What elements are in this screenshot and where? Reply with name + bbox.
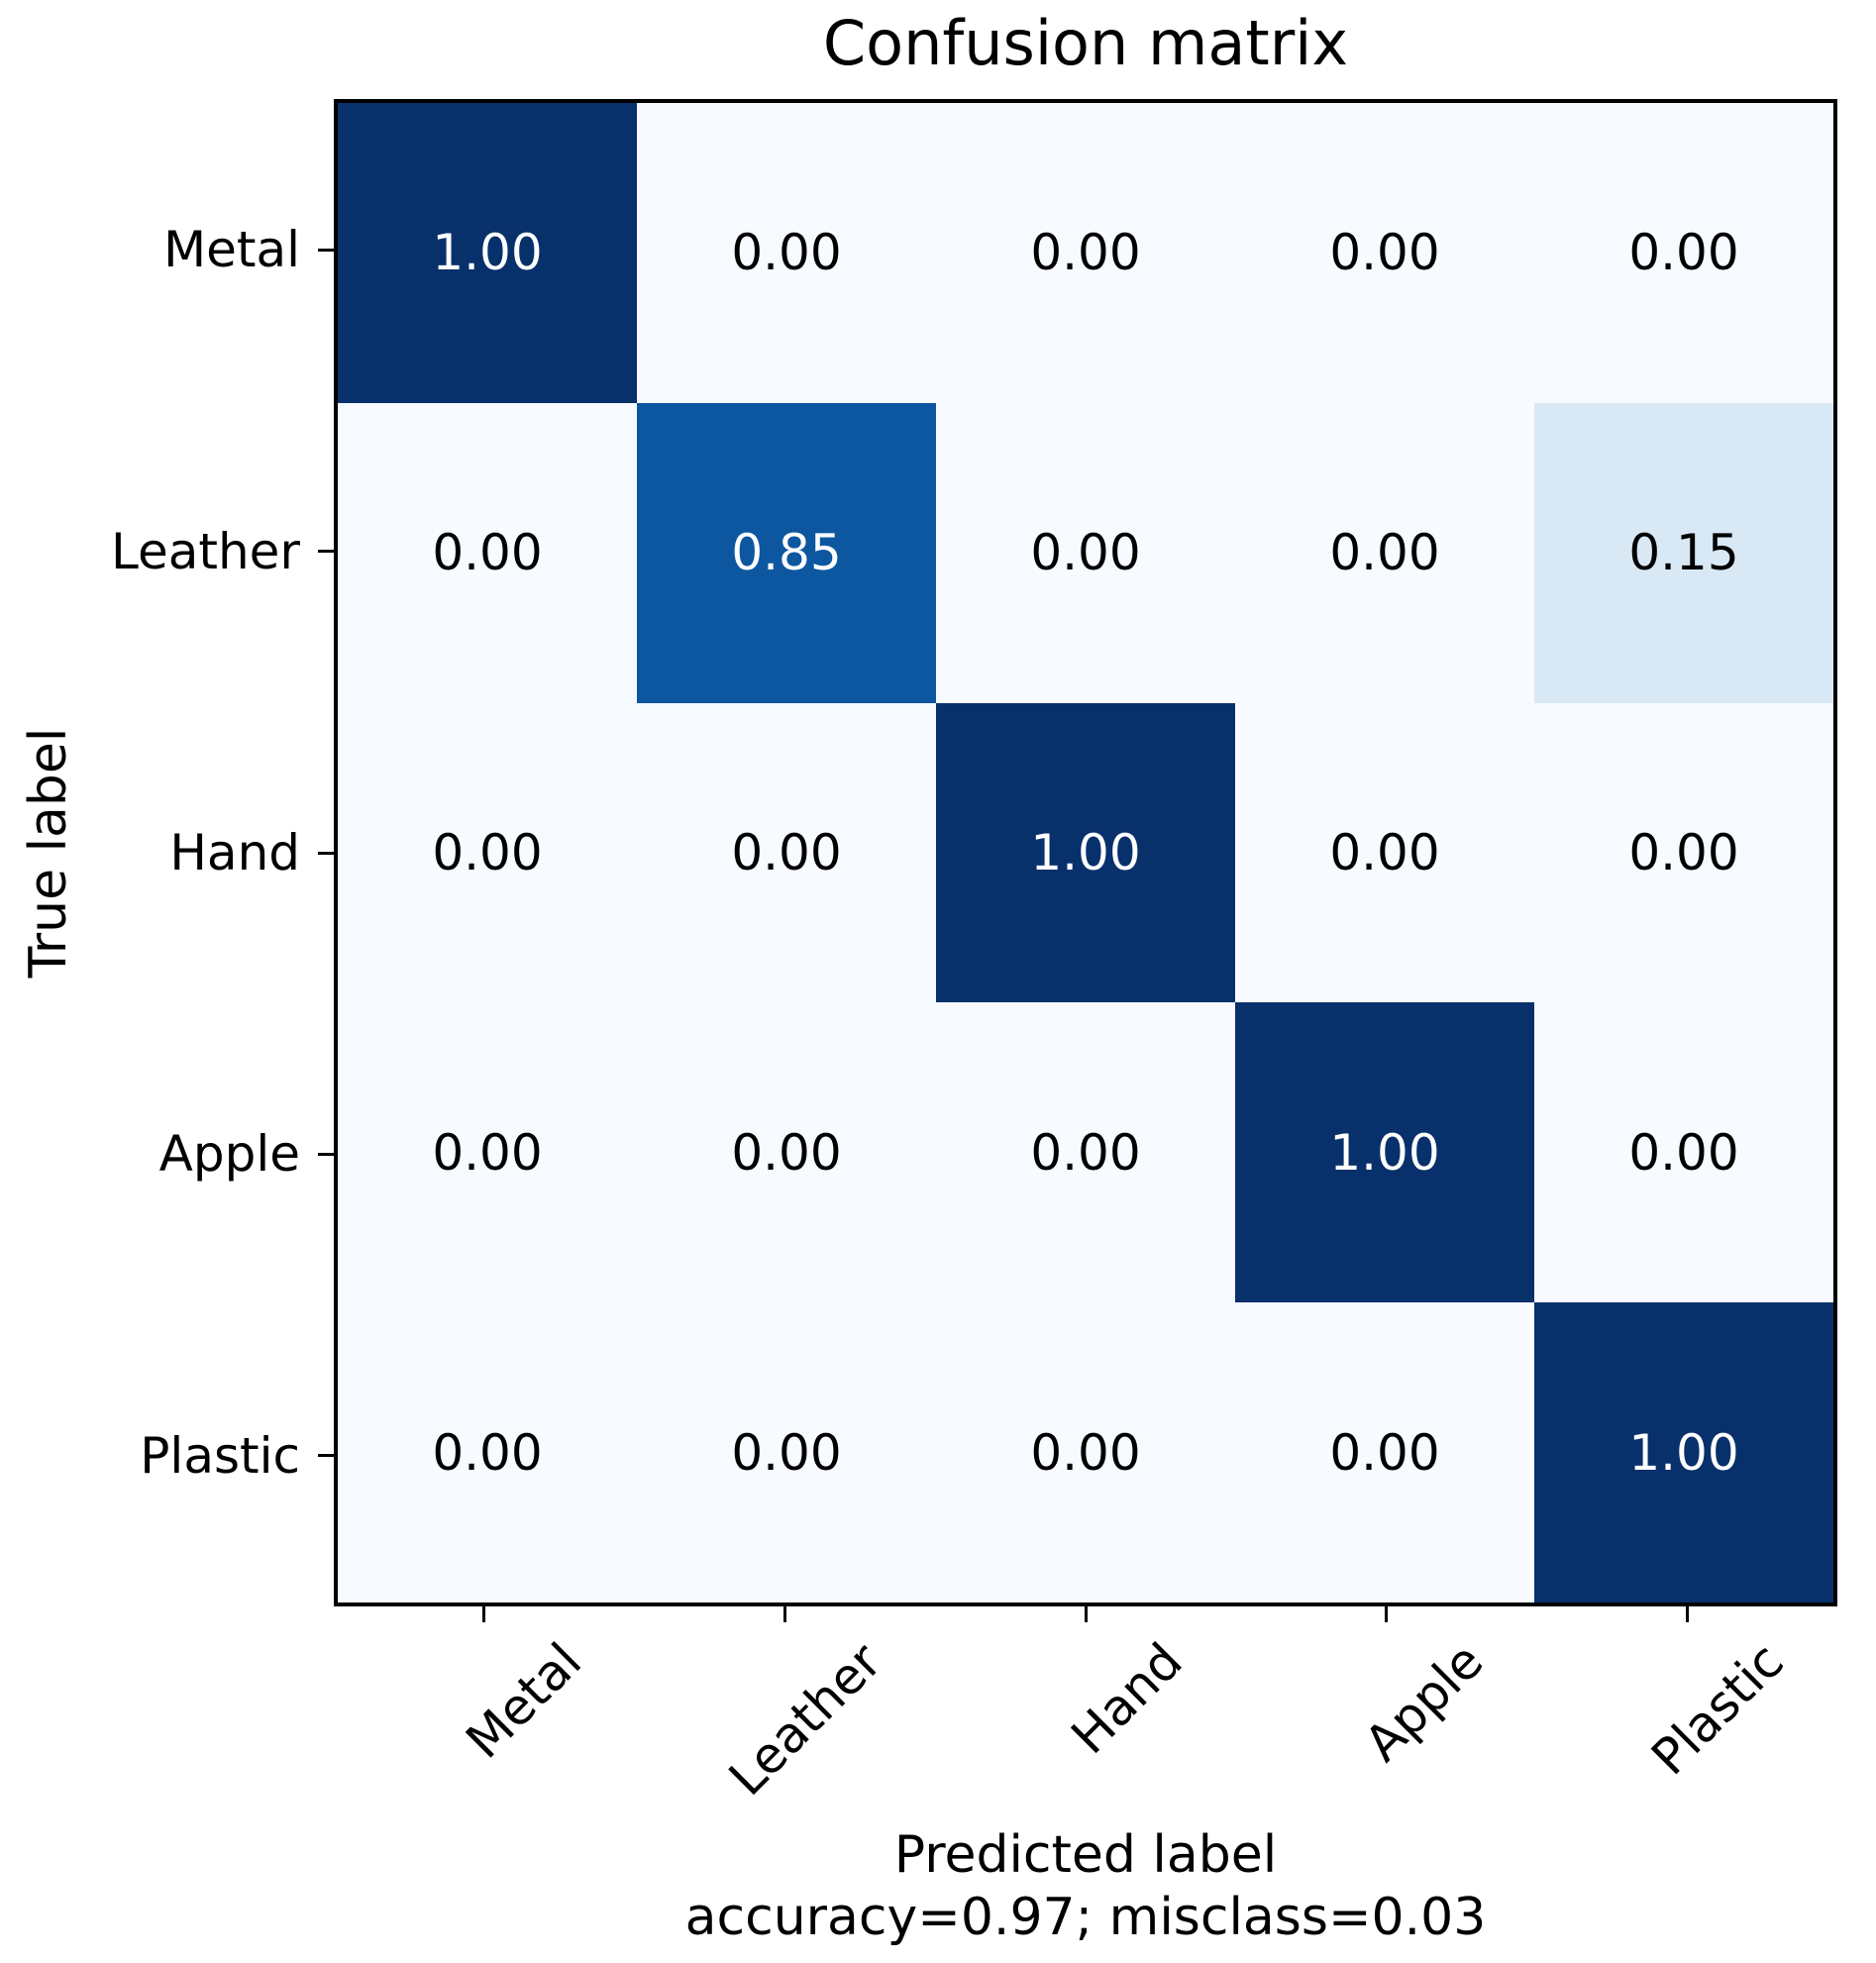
heatmap-cell: 1.00 <box>1534 1302 1833 1602</box>
heatmap-cell: 0.00 <box>1235 103 1534 403</box>
heatmap-cell: 0.15 <box>1534 402 1833 703</box>
y-tick-label: Apple <box>158 1125 300 1184</box>
heatmap-cell: 0.00 <box>1235 702 1534 1003</box>
y-tick-mark <box>318 1454 334 1458</box>
heatmap-cell: 0.00 <box>936 402 1235 703</box>
heatmap-cell: 1.00 <box>936 702 1235 1003</box>
heatmap-grid: 1.00 0.00 0.00 0.00 0.00 0.00 0.85 0.00 0.00 0.15… <box>338 103 1833 1602</box>
heatmap-cell: 0.00 <box>936 103 1235 403</box>
x-tick-mark <box>482 1606 486 1622</box>
heatmap-cell: 0.00 <box>1534 702 1833 1003</box>
heatmap-cell: 0.00 <box>936 1302 1235 1602</box>
heatmap-cell: 0.85 <box>637 402 936 703</box>
heatmap-cell: 0.00 <box>1534 103 1833 403</box>
heatmap-cell: 0.00 <box>338 1302 637 1602</box>
x-tick-mark <box>1685 1606 1689 1622</box>
heatmap-cell: 0.00 <box>637 1002 936 1303</box>
y-tick-label: Hand <box>169 824 300 881</box>
heatmap-cell: 0.00 <box>1235 402 1534 703</box>
heatmap-cell: 0.00 <box>637 103 936 403</box>
y-tick-mark <box>318 1152 334 1156</box>
x-axis-title: Predicted label <box>893 1825 1278 1885</box>
heatmap-cell: 0.00 <box>338 1002 637 1303</box>
y-tick-mark <box>318 248 334 252</box>
heatmap-cell: 0.00 <box>637 1302 936 1602</box>
x-tick-mark <box>1385 1606 1389 1622</box>
y-axis-title: True label <box>19 727 78 979</box>
heatmap-cell: 0.00 <box>338 702 637 1003</box>
heatmap-cell: 0.00 <box>637 702 936 1003</box>
accuracy-footnote: accuracy=0.97; misclass=0.03 <box>684 1888 1487 1947</box>
x-tick-mark <box>782 1606 786 1622</box>
x-tick-mark <box>1084 1606 1088 1622</box>
heatmap-cell: 1.00 <box>1235 1002 1534 1303</box>
heatmap-cell: 0.00 <box>1235 1302 1534 1602</box>
y-tick-label: Metal <box>162 221 300 279</box>
heatmap-cell: 0.00 <box>1534 1002 1833 1303</box>
heatmap-cell: 0.00 <box>936 1002 1235 1303</box>
y-tick-mark <box>318 851 334 855</box>
heatmap-cell: 1.00 <box>338 103 637 403</box>
y-tick-label: Plastic <box>140 1426 300 1485</box>
heatmap-cell: 0.00 <box>338 402 637 703</box>
chart-title: Confusion matrix <box>822 7 1349 79</box>
heatmap-plot-area: 1.00 0.00 0.00 0.00 0.00 0.00 0.85 0.00 0.00 0.15… <box>334 99 1837 1606</box>
y-tick-mark <box>318 550 334 554</box>
y-tick-label: Leather <box>111 522 300 580</box>
